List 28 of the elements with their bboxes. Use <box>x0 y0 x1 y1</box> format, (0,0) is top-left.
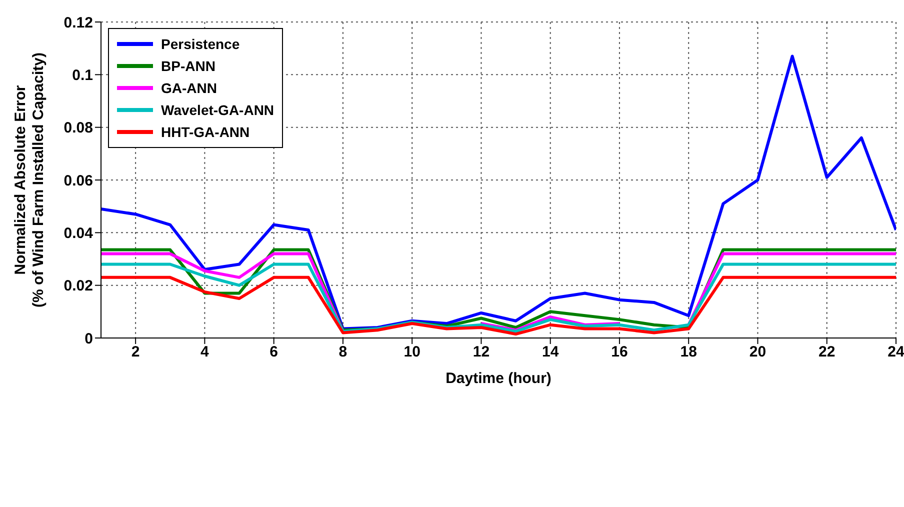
x-tick-label: 6 <box>270 344 278 361</box>
x-tick-label: 12 <box>472 344 490 361</box>
x-tick-label: 14 <box>542 344 560 361</box>
y-tick-label: 0.1 <box>72 66 93 84</box>
y-axis-title: Normalized Absolute Error (% of Wind Farm Installed Capacity) <box>12 52 47 308</box>
x-tick-label: 2 <box>131 344 140 361</box>
y-tick-label: 0.02 <box>64 278 93 295</box>
x-tick-label: 18 <box>680 344 697 361</box>
legend-label: GA-ANN <box>161 80 217 96</box>
legend-label: Wavelet-GA-ANN <box>161 102 274 118</box>
x-tick-label: 16 <box>611 344 628 361</box>
x-tick-label: 10 <box>404 344 420 361</box>
y-tick-label: 0.04 <box>64 224 94 242</box>
line-series <box>101 54 896 330</box>
legend-label: Persistence <box>161 36 240 52</box>
line-series <box>101 276 896 336</box>
x-axis-title: Daytime (hour) <box>446 370 552 387</box>
y-tick-label: 0.06 <box>64 172 93 190</box>
x-tick-label: 4 <box>200 344 210 361</box>
x-tick-label: 22 <box>818 344 836 361</box>
legend-label: HHT-GA-ANN <box>161 124 250 140</box>
legend-label: BP-ANN <box>161 58 216 74</box>
x-tick-label: 24 <box>888 344 904 361</box>
x-tick-label: 8 <box>338 344 348 361</box>
y-tick-label: 0 <box>84 330 93 348</box>
y-tick-label: 0.08 <box>64 120 93 137</box>
y-tick-label: 0.12 <box>64 14 93 32</box>
x-tick-label: 20 <box>749 344 766 361</box>
